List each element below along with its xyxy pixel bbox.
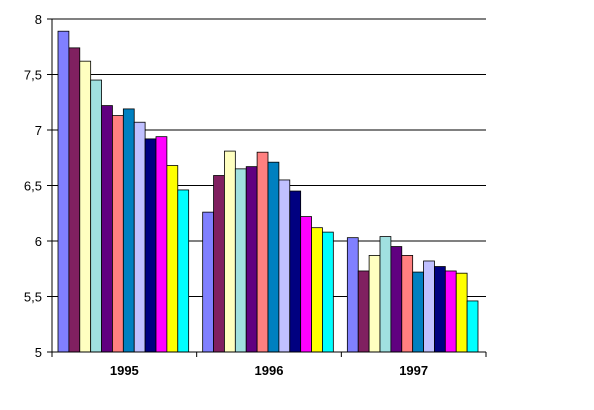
bar	[390, 246, 403, 353]
bar	[423, 260, 435, 353]
bar	[101, 105, 113, 353]
bar	[379, 236, 392, 353]
bar	[234, 168, 247, 353]
bar	[90, 79, 102, 353]
bar	[68, 47, 81, 353]
bar	[289, 190, 302, 353]
bar	[357, 270, 370, 353]
x-tick-label: 1995	[110, 363, 139, 378]
y-tick-label: 5	[35, 345, 42, 360]
bar	[166, 165, 179, 353]
bar	[144, 138, 157, 353]
bar	[455, 272, 468, 353]
bar	[122, 108, 135, 353]
bar	[155, 136, 168, 353]
bar	[278, 179, 291, 353]
bar	[256, 151, 269, 353]
bar	[224, 150, 236, 353]
bar	[444, 270, 457, 353]
bar	[133, 121, 146, 353]
bar	[213, 175, 225, 353]
bar	[412, 271, 424, 353]
y-tick-label: 6	[35, 234, 42, 249]
bar	[368, 255, 381, 353]
bar	[434, 266, 446, 353]
bar	[322, 231, 334, 353]
bar	[346, 237, 359, 353]
bar	[245, 166, 258, 353]
x-tick-label: 1997	[399, 363, 428, 378]
bars	[57, 30, 479, 353]
x-tick-labels: 1995 1996 1997	[110, 363, 428, 378]
bar	[177, 189, 190, 353]
bar	[57, 30, 70, 353]
bar	[112, 115, 124, 353]
y-tick-label: 7,5	[24, 68, 42, 83]
bar	[79, 60, 92, 353]
y-tick-label: 8	[35, 12, 42, 27]
bar	[466, 300, 479, 353]
bar	[311, 227, 323, 353]
bar	[202, 211, 214, 353]
y-tick-label: 5,5	[24, 290, 42, 305]
bar	[401, 255, 414, 353]
bar	[300, 216, 312, 353]
y-tick-label: 7	[35, 123, 42, 138]
bar	[267, 161, 280, 353]
y-tick-label: 6,5	[24, 179, 42, 194]
axes	[47, 18, 487, 357]
y-tick-labels: 5 5,5 6 6,5 7 7,5 8	[24, 12, 42, 360]
x-tick-label: 1996	[255, 363, 284, 378]
